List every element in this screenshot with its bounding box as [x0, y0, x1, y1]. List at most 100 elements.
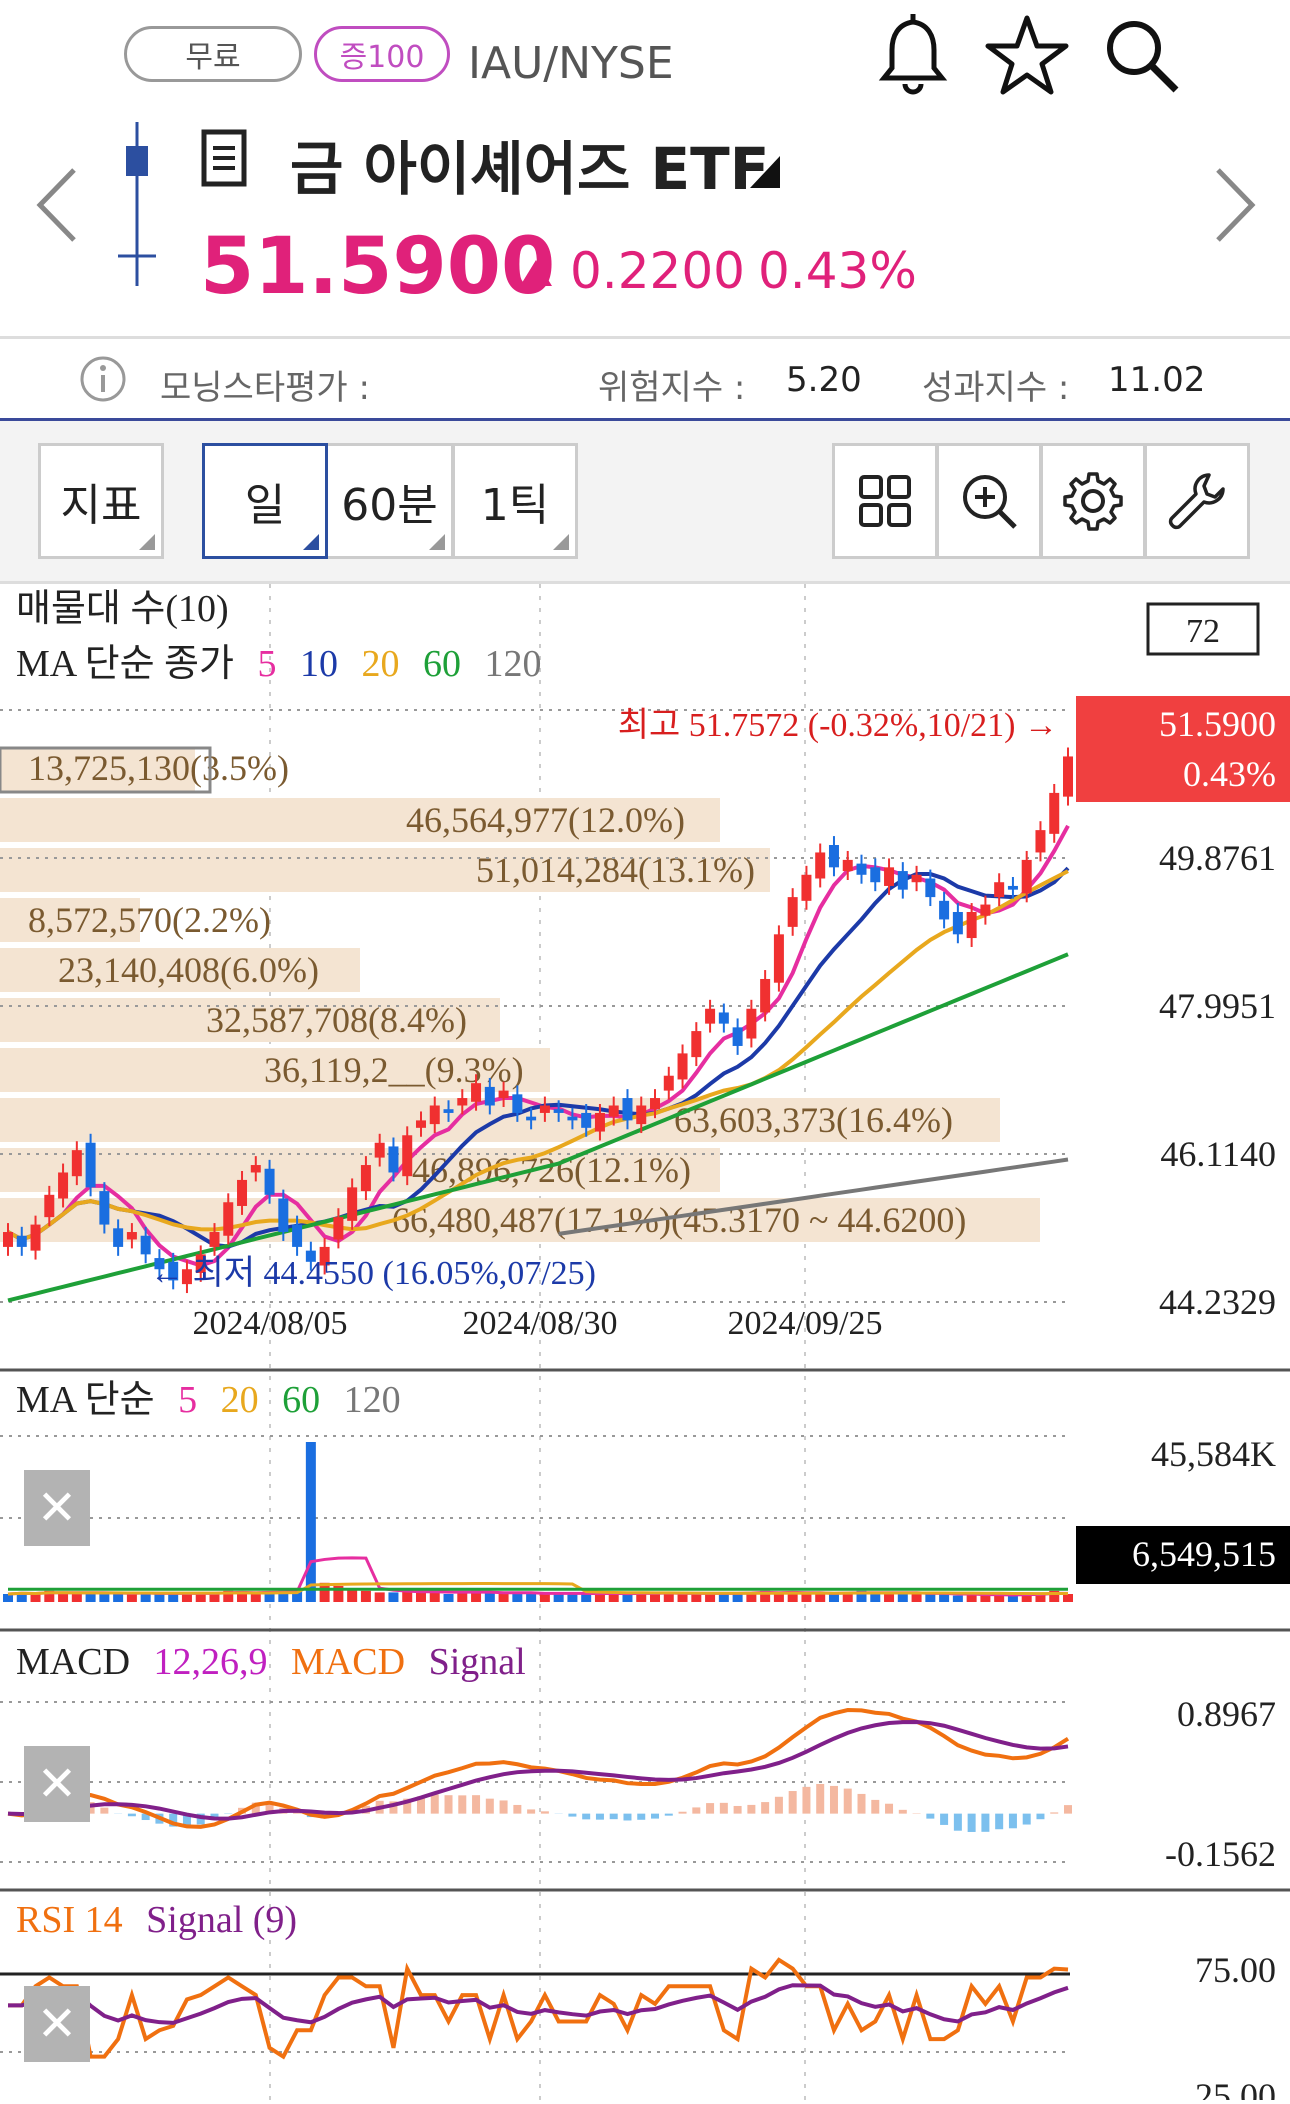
candle-body: [678, 1053, 688, 1079]
candle-body: [980, 905, 990, 916]
divider: [0, 336, 1290, 339]
mini-candle-icon: [112, 118, 162, 290]
candle-body: [127, 1232, 137, 1239]
volume-profile-label: 23,140,408(6.0%): [58, 950, 319, 990]
macd-histogram-bar: [486, 1799, 494, 1814]
vol-ma-20-legend: 20: [221, 1379, 259, 1421]
bell-icon[interactable]: [868, 10, 958, 100]
volume-profile-label: 36,119,2__(9.3%): [264, 1050, 524, 1090]
macd-top-label: 0.8967: [1177, 1694, 1276, 1734]
volume-bar: [898, 1594, 908, 1602]
volume-bar: [416, 1592, 426, 1602]
last-volume-label: 6,549,515: [1132, 1534, 1276, 1574]
y-tick-label: 46.1140: [1160, 1134, 1276, 1174]
macd-bottom-label: -0.1562: [1165, 1834, 1276, 1874]
chart-area[interactable]: 13,725,130(3.5%)46,564,977(12.0%)51,014,…: [0, 584, 1290, 2100]
instrument-title[interactable]: 금 아이셰어즈 ETF: [290, 122, 769, 206]
macd-histogram-bar: [1064, 1805, 1072, 1814]
candle-body: [843, 860, 853, 871]
volume-bar: [251, 1594, 261, 1602]
volume-bar: [512, 1594, 522, 1602]
period-1tick-button[interactable]: 1틱: [452, 443, 578, 559]
search-icon[interactable]: [1096, 10, 1186, 100]
margin-pill[interactable]: 증100: [314, 26, 450, 82]
candle-body: [457, 1098, 467, 1105]
volume-bar: [829, 1594, 839, 1602]
title-dropdown-icon[interactable]: [748, 150, 782, 190]
indicator-label: 지표: [61, 469, 142, 533]
candle-body: [953, 912, 963, 934]
candle-body: [857, 864, 867, 875]
candle-body: [444, 1109, 454, 1113]
close-icon: ✕: [37, 1996, 77, 2052]
next-arrow-icon[interactable]: [1206, 160, 1266, 250]
candle-body: [774, 934, 784, 982]
candle-body: [375, 1143, 385, 1158]
volume-bar: [925, 1594, 935, 1602]
volume-bar: [1008, 1596, 1018, 1602]
macd-histogram-bar: [1023, 1814, 1031, 1825]
vol-ma-120-legend: 120: [344, 1379, 401, 1421]
candle-body: [72, 1150, 82, 1176]
info-icon[interactable]: [78, 354, 128, 404]
macd-histogram-bar: [1009, 1814, 1017, 1829]
margin-pill-label: 증100: [340, 32, 425, 76]
period-day-button[interactable]: 일: [202, 443, 328, 559]
close-rsi-panel-button[interactable]: ✕: [24, 1986, 90, 2062]
settings-button[interactable]: [1040, 443, 1146, 559]
close-macd-panel-button[interactable]: ✕: [24, 1746, 90, 1822]
macd-histogram-bar: [706, 1803, 714, 1814]
candle-body: [967, 912, 977, 938]
candle-body: [912, 875, 922, 882]
free-pill-label: 무료: [185, 32, 240, 76]
candle-body: [430, 1105, 440, 1124]
volume-bar: [72, 1594, 82, 1602]
volume-bar: [127, 1594, 137, 1602]
prev-arrow-icon[interactable]: [26, 160, 86, 250]
volume-bar: [306, 1442, 316, 1602]
zoom-button[interactable]: [936, 443, 1042, 559]
candle-body: [609, 1105, 619, 1116]
macd-signal-legend: Signal: [429, 1641, 526, 1683]
dropdown-corner-icon: [303, 534, 319, 550]
volume-ma-label: MA 단순: [16, 1379, 155, 1421]
ticker-symbol: IAU/NYSE: [468, 38, 674, 89]
macd-histogram-bar: [541, 1811, 549, 1813]
candle-body: [870, 867, 880, 882]
volume-bar: [622, 1594, 632, 1602]
close-volume-panel-button[interactable]: ✕: [24, 1470, 90, 1546]
indicator-button[interactable]: 지표: [38, 443, 164, 559]
volume-bar: [485, 1592, 495, 1602]
candle-body: [512, 1094, 522, 1113]
macd-histogram-bar: [679, 1812, 687, 1814]
volume-bar: [801, 1594, 811, 1602]
macd-histogram-bar: [940, 1814, 948, 1825]
high-annotation: 최고 51.7572 (-0.32%,10/21) →: [618, 707, 1058, 744]
period-60min-label: 60분: [341, 469, 437, 533]
grid-icon: [857, 473, 913, 529]
period-60min-button[interactable]: 60분: [328, 443, 454, 559]
macd-histogram-bar: [610, 1814, 618, 1820]
ma-legend: MA 단순 종가 5 10 20 60 120: [16, 643, 541, 685]
candle-body: [416, 1120, 426, 1127]
star-icon[interactable]: [982, 10, 1072, 100]
macd-histogram-bar: [995, 1814, 1003, 1830]
low-annotation: ← 최저 44.4550 (16.05%,07/25): [150, 1255, 596, 1292]
document-icon[interactable]: [200, 128, 250, 188]
macd-histogram-bar: [954, 1814, 962, 1831]
macd-histogram-bar: [871, 1800, 879, 1814]
layout-button[interactable]: [832, 443, 938, 559]
chart-canvas[interactable]: 13,725,130(3.5%)46,564,977(12.0%)51,014,…: [0, 584, 1290, 2100]
candle-body: [99, 1191, 109, 1224]
volume-bar: [774, 1594, 784, 1602]
volume-bar: [499, 1594, 509, 1602]
volume-bar: [154, 1594, 164, 1602]
macd-line-legend: MACD: [291, 1641, 405, 1683]
free-pill[interactable]: 무료: [124, 26, 302, 82]
current-price: 51.5900: [200, 222, 555, 312]
perf-label: 성과지수 :: [922, 360, 1069, 409]
candle-body: [815, 852, 825, 878]
tools-button[interactable]: [1144, 443, 1250, 559]
candle-body: [567, 1117, 577, 1121]
macd-histogram-bar: [128, 1814, 136, 1817]
